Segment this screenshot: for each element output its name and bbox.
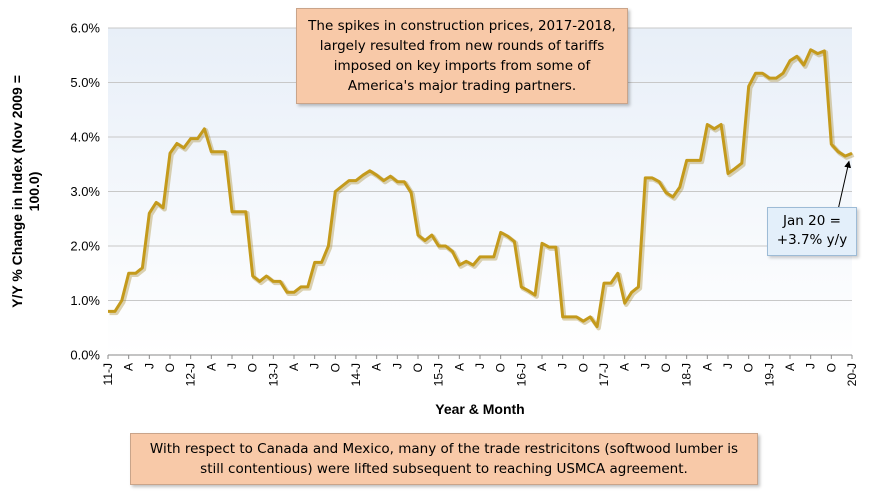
x-tick-label: A (204, 363, 218, 371)
annotation-note-bottom-text: With respect to Canada and Mexico, many … (149, 441, 739, 477)
annotation-note-bottom: With respect to Canada and Mexico, many … (130, 433, 758, 485)
x-tick-label: O (494, 363, 508, 372)
x-tick-label: J (638, 363, 652, 369)
x-tick-label: O (246, 363, 260, 372)
x-tick-label: J (225, 363, 239, 369)
y-tick-label: 6.0% (70, 21, 100, 36)
x-tick-label: O (576, 363, 590, 372)
annotation-note-top: The spikes in construction prices, 2017-… (296, 8, 628, 104)
y-axis-ticks: 0.0% 1.0% 2.0% 3.0% 4.0% 5.0% 6.0% (70, 21, 100, 363)
x-tick-label: A (618, 363, 632, 371)
x-tick-label: 12-J (184, 363, 198, 386)
x-tick-label: A (452, 363, 466, 371)
y-tick-label: 5.0% (70, 75, 100, 90)
x-tick-label: 13-J (266, 363, 280, 386)
callout-value: +3.7% y/y (776, 232, 848, 248)
x-tick-label: 14-J (349, 363, 363, 386)
series-line (108, 48, 853, 329)
x-tick-label: O (411, 363, 425, 372)
x-tick-label: J (142, 363, 156, 369)
x-tick-label: O (163, 363, 177, 372)
y-tick-label: 2.0% (70, 239, 100, 254)
x-axis-ticks: 11-J A J O 12-J A J O 13-J A J O 14-J A J O 15-J A J O 16-J A… (101, 355, 859, 386)
y-tick-label: 0.0% (70, 348, 100, 363)
x-axis-title: Year & Month (435, 401, 524, 417)
x-tick-label: J (473, 363, 487, 369)
callout-label: Jan 20 = (783, 213, 841, 229)
callout-arrow (837, 160, 852, 211)
y-tick-label: 1.0% (70, 293, 100, 308)
x-tick-label: 20-J (845, 363, 859, 386)
x-tick-label: O (328, 363, 342, 372)
x-tick-label: 19-J (762, 363, 776, 386)
x-tick-label: 17-J (597, 363, 611, 386)
x-tick-label: J (390, 363, 404, 369)
annotation-note-top-text: The spikes in construction prices, 2017-… (308, 18, 616, 94)
x-tick-label: A (287, 363, 301, 371)
series-layer (108, 48, 855, 331)
y-tick-label: 4.0% (70, 130, 100, 145)
x-tick-label: O (824, 363, 838, 372)
x-tick-label: 16-J (514, 363, 528, 386)
x-tick-label: 15-J (432, 363, 446, 386)
x-tick-label: A (700, 363, 714, 371)
x-tick-label: J (308, 363, 322, 369)
x-tick-label: J (721, 363, 735, 369)
latest-value-callout: Jan 20 = +3.7% y/y (767, 207, 857, 256)
y-tick-label: 3.0% (70, 184, 100, 199)
x-tick-label: A (122, 363, 136, 371)
x-tick-label: O (742, 363, 756, 372)
x-tick-label: A (370, 363, 384, 371)
x-tick-label: J (804, 363, 818, 369)
x-tick-label: 18-J (680, 363, 694, 386)
x-tick-label: A (535, 363, 549, 371)
y-axis-title: Y/Y % Change in Index (Nov 2009 =100.0) (9, 75, 42, 308)
x-tick-label: 11-J (101, 363, 115, 385)
x-tick-label: O (659, 363, 673, 372)
x-tick-label: J (556, 363, 570, 369)
x-tick-label: A (783, 363, 797, 371)
